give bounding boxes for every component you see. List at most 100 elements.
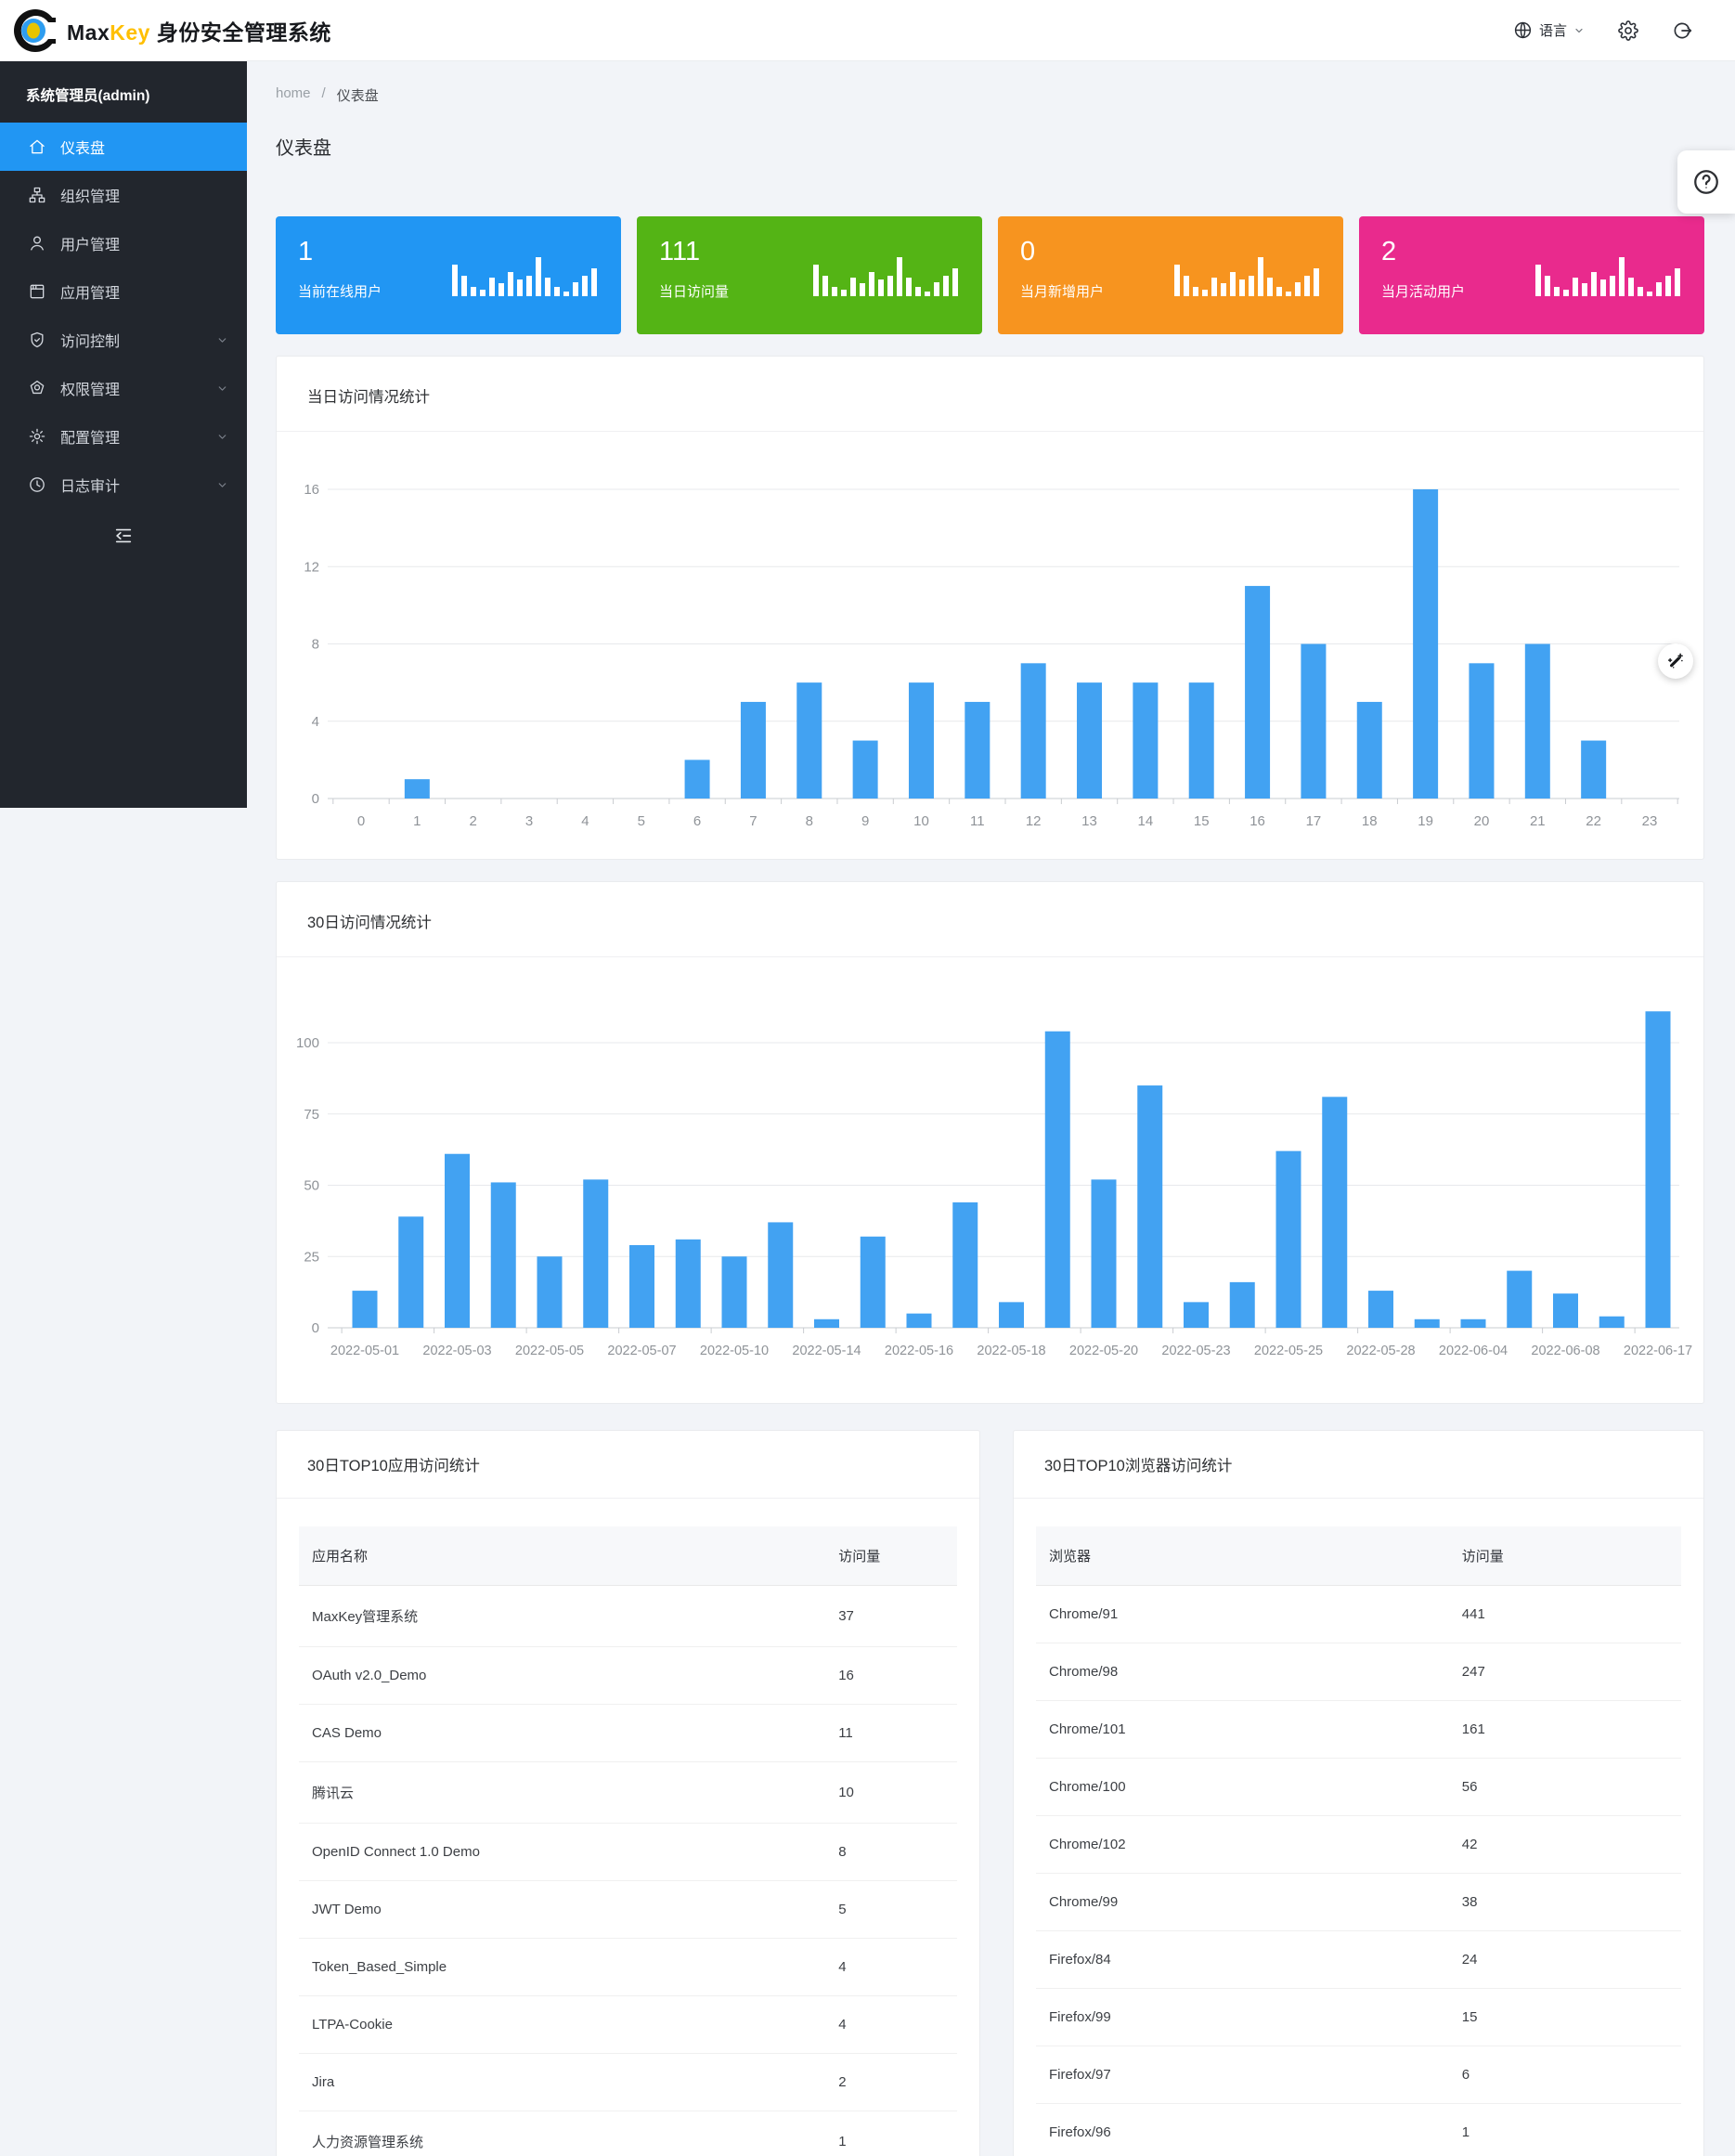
count-cell: 37 — [825, 1585, 957, 1647]
top10-browsers-panel: 30日TOP10浏览器访问统计 浏览器 访问量 Chrome/91 441 Chrome/… — [1013, 1430, 1704, 2156]
svg-text:75: 75 — [304, 1107, 319, 1123]
svg-text:4: 4 — [581, 813, 589, 829]
svg-text:8: 8 — [312, 637, 319, 653]
sidebar-item-4[interactable]: 访问控制 — [0, 316, 247, 364]
main-content: home / 仪表盘 仪表盘 1 当前在线用户 111 当日访问量 0 当月新增用户 2 当月… — [247, 61, 1735, 2156]
count-cell: 24 — [1448, 1930, 1681, 1989]
count-cell: 8 — [825, 1823, 957, 1881]
stat-card-label: 当前在线用户 — [298, 284, 382, 300]
count-cell: 1 — [1448, 2103, 1681, 2156]
count-cell: 247 — [1448, 1643, 1681, 1701]
mini-bar-chart-icon — [1535, 248, 1680, 296]
svg-text:1: 1 — [413, 813, 421, 829]
count-cell: 441 — [1448, 1585, 1681, 1643]
table-row: Firefox/97 6 — [1036, 2046, 1681, 2104]
sidebar-item-7[interactable]: 日志审计 — [0, 461, 247, 509]
svg-text:15: 15 — [1194, 813, 1210, 829]
svg-text:21: 21 — [1530, 813, 1546, 829]
sidebar-item-label: 权限管理 — [60, 383, 121, 398]
maxkey-logo-icon — [13, 6, 59, 55]
name-cell: Chrome/102 — [1036, 1815, 1449, 1874]
mini-bar-chart-icon — [452, 248, 597, 296]
sidebar-item-6[interactable]: 配置管理 — [0, 412, 247, 461]
sidebar-item-label: 日志审计 — [60, 479, 121, 495]
page-title: 仪表盘 — [276, 138, 331, 159]
chevron-down-icon — [216, 334, 228, 346]
name-cell: Firefox/84 — [1036, 1930, 1449, 1989]
table-row: Chrome/102 42 — [1036, 1815, 1681, 1874]
count-cell: 2 — [825, 2053, 957, 2111]
svg-text:18: 18 — [1362, 813, 1378, 829]
mini-bar-chart-icon — [813, 248, 958, 296]
svg-text:2022-05-28: 2022-05-28 — [1346, 1344, 1415, 1358]
count-cell: 4 — [825, 1938, 957, 1996]
sidebar-item-label: 配置管理 — [60, 431, 121, 447]
sidebar-menu: 仪表盘组织管理用户管理应用管理访问控制权限管理配置管理日志审计 — [0, 123, 247, 509]
top-navbar: MaxKey 身份安全管理系统 语言 — [0, 0, 1735, 61]
name-cell: 人力资源管理系统 — [299, 2111, 826, 2156]
app-icon — [28, 282, 46, 301]
sidebar-item-1[interactable]: 组织管理 — [0, 171, 247, 219]
table-row: Chrome/101 161 — [1036, 1700, 1681, 1759]
svg-text:13: 13 — [1081, 813, 1097, 829]
top10-browsers-table: 浏览器 访问量 Chrome/91 441 Chrome/98 247 Chrome/101… — [1036, 1526, 1681, 2156]
settings-gear-icon[interactable] — [1618, 19, 1638, 41]
count-cell: 1 — [825, 2111, 957, 2156]
svg-text:17: 17 — [1306, 813, 1322, 829]
sidebar-item-0[interactable]: 仪表盘 — [0, 123, 247, 171]
count-cell: 4 — [825, 1995, 957, 2054]
column-header: 应用名称 — [299, 1526, 826, 1586]
language-menu[interactable]: 语言 — [1513, 20, 1585, 40]
table-row: Chrome/98 247 — [1036, 1643, 1681, 1701]
name-cell: Chrome/99 — [1036, 1873, 1449, 1931]
svg-text:12: 12 — [1026, 813, 1042, 829]
table-row: CAS Demo 11 — [299, 1704, 957, 1762]
breadcrumb: home / 仪表盘 — [276, 85, 1704, 105]
name-cell: JWT Demo — [299, 1880, 826, 1939]
svg-text:2022-06-17: 2022-06-17 — [1624, 1344, 1692, 1358]
name-cell: OAuth v2.0_Demo — [299, 1646, 826, 1705]
table-row: Chrome/99 38 — [1036, 1873, 1681, 1931]
language-label: 语言 — [1538, 23, 1567, 39]
sidebar-item-label: 仪表盘 — [60, 141, 106, 157]
daily-visits-chart: 0 4 8 12 16 0 1 2 3 4 5 6 7 8 9 10 11 12 13 14 15 16 17 18 19 20 2… — [277, 432, 1703, 859]
svg-text:7: 7 — [749, 813, 757, 829]
count-cell: 42 — [1448, 1815, 1681, 1874]
sidebar-item-5[interactable]: 权限管理 — [0, 364, 247, 412]
stat-card-label: 当月活动用户 — [1381, 284, 1466, 300]
svg-text:2022-05-03: 2022-05-03 — [422, 1344, 491, 1358]
table-row: Token_Based_Simple 4 — [299, 1938, 957, 1996]
mini-bar-chart-icon — [1174, 248, 1319, 296]
logout-icon[interactable] — [1672, 20, 1692, 41]
monthly-visits-panel-title: 30日访问情况统计 — [277, 882, 1703, 957]
shield-check-icon — [28, 331, 46, 349]
monthly-visits-chart: 0 25 50 75 100 2022-05-01 2022-05-03 2022-05-05… — [277, 957, 1703, 1403]
chevron-down-icon — [216, 431, 228, 443]
svg-text:9: 9 — [861, 813, 869, 829]
table-row: 腾讯云 10 — [299, 1761, 957, 1824]
top10-apps-panel: 30日TOP10应用访问统计 应用名称 访问量 MaxKey管理系统 37 OAuth v… — [276, 1430, 980, 2156]
count-cell: 15 — [1448, 1988, 1681, 2046]
breadcrumb-home-link[interactable]: home — [276, 85, 311, 101]
help-float-button[interactable] — [1677, 150, 1735, 214]
svg-text:20: 20 — [1474, 813, 1490, 829]
stat-cards-row: 1 当前在线用户 111 当日访问量 0 当月新增用户 2 当月活动用户 — [276, 216, 1704, 334]
table-row: OAuth v2.0_Demo 16 — [299, 1646, 957, 1705]
menu-fold-icon[interactable] — [108, 520, 139, 552]
table-row: Chrome/100 56 — [1036, 1758, 1681, 1816]
svg-text:0: 0 — [312, 791, 319, 807]
name-cell: OpenID Connect 1.0 Demo — [299, 1823, 826, 1881]
column-header: 浏览器 — [1036, 1526, 1449, 1586]
svg-text:2022-05-23: 2022-05-23 — [1161, 1344, 1230, 1358]
sidebar-item-label: 应用管理 — [60, 286, 121, 302]
sidebar-item-2[interactable]: 用户管理 — [0, 219, 247, 267]
chevron-down-icon — [216, 479, 228, 491]
sidebar-item-label: 组织管理 — [60, 189, 121, 205]
table-row: MaxKey管理系统 37 — [299, 1585, 957, 1647]
magic-wand-float-button[interactable] — [1658, 643, 1693, 679]
count-cell: 161 — [1448, 1700, 1681, 1759]
name-cell: Jira — [299, 2053, 826, 2111]
table-row: LTPA-Cookie 4 — [299, 1995, 957, 2054]
sidebar-item-3[interactable]: 应用管理 — [0, 267, 247, 316]
svg-text:2022-05-16: 2022-05-16 — [885, 1344, 953, 1358]
